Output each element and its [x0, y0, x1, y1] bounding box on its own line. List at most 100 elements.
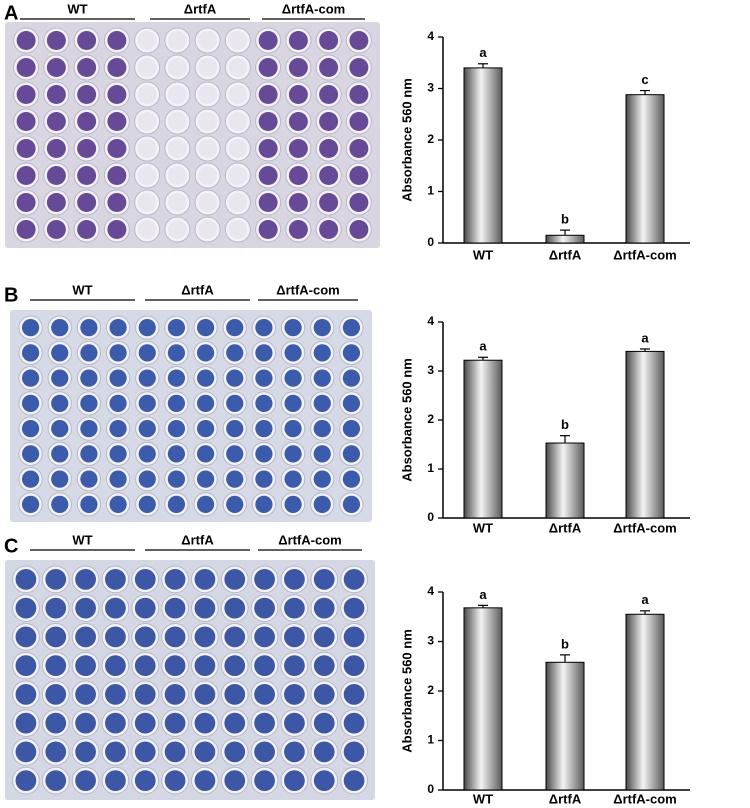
well [134, 741, 156, 763]
well [194, 569, 216, 590]
well [288, 112, 308, 131]
y-tick-label: 3 [427, 634, 434, 648]
well [105, 770, 126, 791]
well [75, 770, 96, 791]
significance-letter: a [479, 339, 487, 354]
well [16, 139, 36, 158]
well [167, 394, 186, 412]
well [255, 344, 273, 362]
well [75, 655, 96, 676]
well [164, 569, 186, 590]
y-tick-label: 3 [427, 81, 434, 95]
well [258, 31, 278, 50]
well [198, 31, 218, 50]
well [255, 445, 273, 463]
well [21, 445, 40, 463]
well [226, 369, 244, 387]
well [45, 712, 67, 734]
well [107, 58, 127, 77]
well [167, 495, 186, 513]
well [164, 655, 186, 676]
significance-letter: c [641, 72, 648, 87]
well [258, 139, 278, 158]
well [254, 712, 275, 734]
well [77, 166, 97, 185]
well [138, 420, 156, 438]
well [349, 193, 369, 212]
well [313, 420, 331, 438]
well [164, 770, 186, 791]
well [228, 85, 248, 104]
well [15, 741, 37, 763]
well [21, 369, 40, 387]
well [134, 684, 156, 705]
significance-letter: a [479, 587, 487, 602]
well [167, 31, 187, 50]
plate [5, 22, 380, 248]
well [254, 684, 275, 705]
well [284, 712, 305, 734]
well [288, 193, 308, 212]
well [15, 770, 37, 791]
well [313, 569, 335, 590]
well [21, 495, 40, 513]
well [137, 31, 157, 50]
well [75, 741, 96, 763]
well [226, 394, 244, 412]
plate-label: WT [67, 1, 87, 16]
well [167, 344, 186, 362]
well [228, 220, 248, 239]
well [196, 495, 215, 513]
well [254, 597, 275, 619]
well [105, 684, 126, 705]
well [16, 112, 36, 131]
well [137, 166, 157, 185]
well [196, 319, 215, 337]
well [319, 220, 339, 239]
well [224, 626, 246, 648]
well [313, 394, 331, 412]
well [105, 597, 126, 619]
significance-letter: a [641, 330, 649, 345]
well [343, 684, 365, 705]
well [254, 626, 275, 648]
well [46, 31, 66, 50]
well [194, 626, 216, 648]
panel-letter: C [4, 535, 18, 557]
well [196, 420, 215, 438]
well [284, 420, 302, 438]
well [77, 31, 97, 50]
well [226, 344, 244, 362]
well [45, 597, 67, 619]
bar [463, 67, 503, 244]
well [137, 193, 157, 212]
well [46, 193, 66, 212]
well [51, 369, 69, 387]
well [137, 139, 157, 158]
well [228, 31, 248, 50]
well [343, 741, 365, 763]
y-tick-label: 0 [427, 235, 434, 249]
well [80, 319, 98, 337]
well [313, 597, 335, 619]
well [21, 394, 40, 412]
well [284, 741, 305, 763]
well [254, 655, 275, 676]
significance-letter: b [561, 212, 569, 227]
well [75, 712, 96, 734]
well [198, 166, 218, 185]
well [21, 344, 40, 362]
well [284, 470, 302, 488]
well [194, 741, 216, 763]
plate-label: ΔrtfA-com [282, 1, 346, 16]
well [196, 344, 215, 362]
well [16, 193, 36, 212]
y-axis-label: Absorbance 560 nm [399, 78, 414, 202]
well [80, 470, 98, 488]
y-tick-label: 1 [427, 184, 434, 198]
bar [545, 442, 585, 519]
well [198, 112, 218, 131]
well [224, 712, 246, 734]
well [75, 684, 96, 705]
well [196, 470, 215, 488]
